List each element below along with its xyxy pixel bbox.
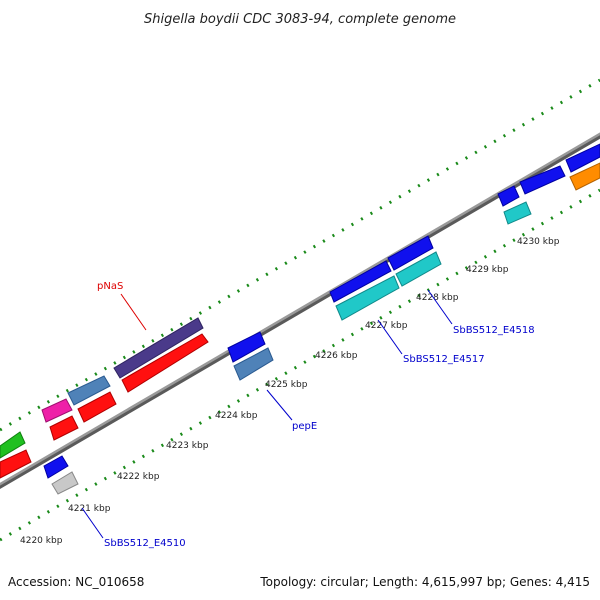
- feature-cyan-2[interactable]: [395, 251, 442, 287]
- genome-summary-text: Topology: circular; Length: 4,615,997 bp…: [259, 575, 590, 589]
- tick-label: 4223 kbp: [166, 441, 209, 451]
- feature-orange-1[interactable]: [569, 162, 600, 191]
- tick-label: 4220 kbp: [20, 536, 63, 546]
- gene-labels: pNaS pepE SbBS512_E4510 SbBS512_E4517 Sb…: [81, 281, 535, 549]
- feature-red-1[interactable]: [121, 333, 209, 393]
- leader-e4517: [377, 319, 403, 355]
- tick-label: 4227 kbp: [365, 321, 408, 331]
- outer-ruler: [0, 78, 600, 432]
- tick-label: 4230 kbp: [517, 237, 560, 247]
- tick-label: 4226 kbp: [315, 351, 358, 361]
- feature-track-lower: [43, 201, 532, 495]
- feature-red-3[interactable]: [49, 415, 79, 441]
- feature-steel-1[interactable]: [67, 375, 111, 406]
- tick-label: 4221 kbp: [68, 504, 111, 514]
- leader-pepe: [266, 389, 293, 421]
- backbone: [0, 132, 600, 490]
- feature-blue-2[interactable]: [387, 235, 434, 271]
- feature-purple-pnas[interactable]: [113, 317, 204, 379]
- feature-track-upper: [0, 143, 600, 479]
- accession-text: Accession: NC_010658: [8, 575, 144, 589]
- feature-blue-7[interactable]: [43, 455, 69, 479]
- tick-label: 4224 kbp: [215, 411, 258, 421]
- feature-blue-5[interactable]: [565, 143, 600, 173]
- feature-blue-1[interactable]: [329, 260, 392, 303]
- feature-red-2[interactable]: [77, 391, 117, 423]
- feature-blue-3[interactable]: [497, 185, 520, 207]
- feature-steel-pepe[interactable]: [233, 347, 274, 381]
- gene-label-e4517[interactable]: SbBS512_E4517: [403, 354, 485, 365]
- leader-pnas: [120, 293, 147, 331]
- tick-label: 4225 kbp: [265, 380, 308, 390]
- tick-labels: 4220 kbp 4221 kbp 4222 kbp 4223 kbp 4224…: [20, 237, 560, 546]
- leader-e4518: [427, 289, 453, 325]
- feature-green-1[interactable]: [0, 431, 26, 459]
- map-title: Shigella boydii CDC 3083-94, complete ge…: [144, 12, 456, 27]
- feature-blue-6[interactable]: [227, 331, 266, 363]
- leader-e4510: [81, 507, 104, 539]
- gene-label-e4518[interactable]: SbBS512_E4518: [453, 325, 535, 336]
- feature-cyan-3[interactable]: [503, 201, 532, 225]
- gene-label-pepe[interactable]: pepE: [292, 421, 317, 432]
- inner-ruler: [0, 188, 600, 542]
- feature-red-4[interactable]: [0, 449, 32, 479]
- tick-label: 4228 kbp: [416, 293, 459, 303]
- feature-gray-1[interactable]: [51, 471, 79, 495]
- feature-cyan-1[interactable]: [335, 275, 400, 321]
- gene-label-e4510[interactable]: SbBS512_E4510: [104, 538, 186, 549]
- feature-blue-4[interactable]: [519, 165, 566, 195]
- feature-magenta-1[interactable]: [41, 398, 73, 423]
- tick-label: 4222 kbp: [117, 472, 160, 482]
- gene-label-pnas[interactable]: pNaS: [97, 281, 123, 292]
- tick-label: 4229 kbp: [466, 265, 509, 275]
